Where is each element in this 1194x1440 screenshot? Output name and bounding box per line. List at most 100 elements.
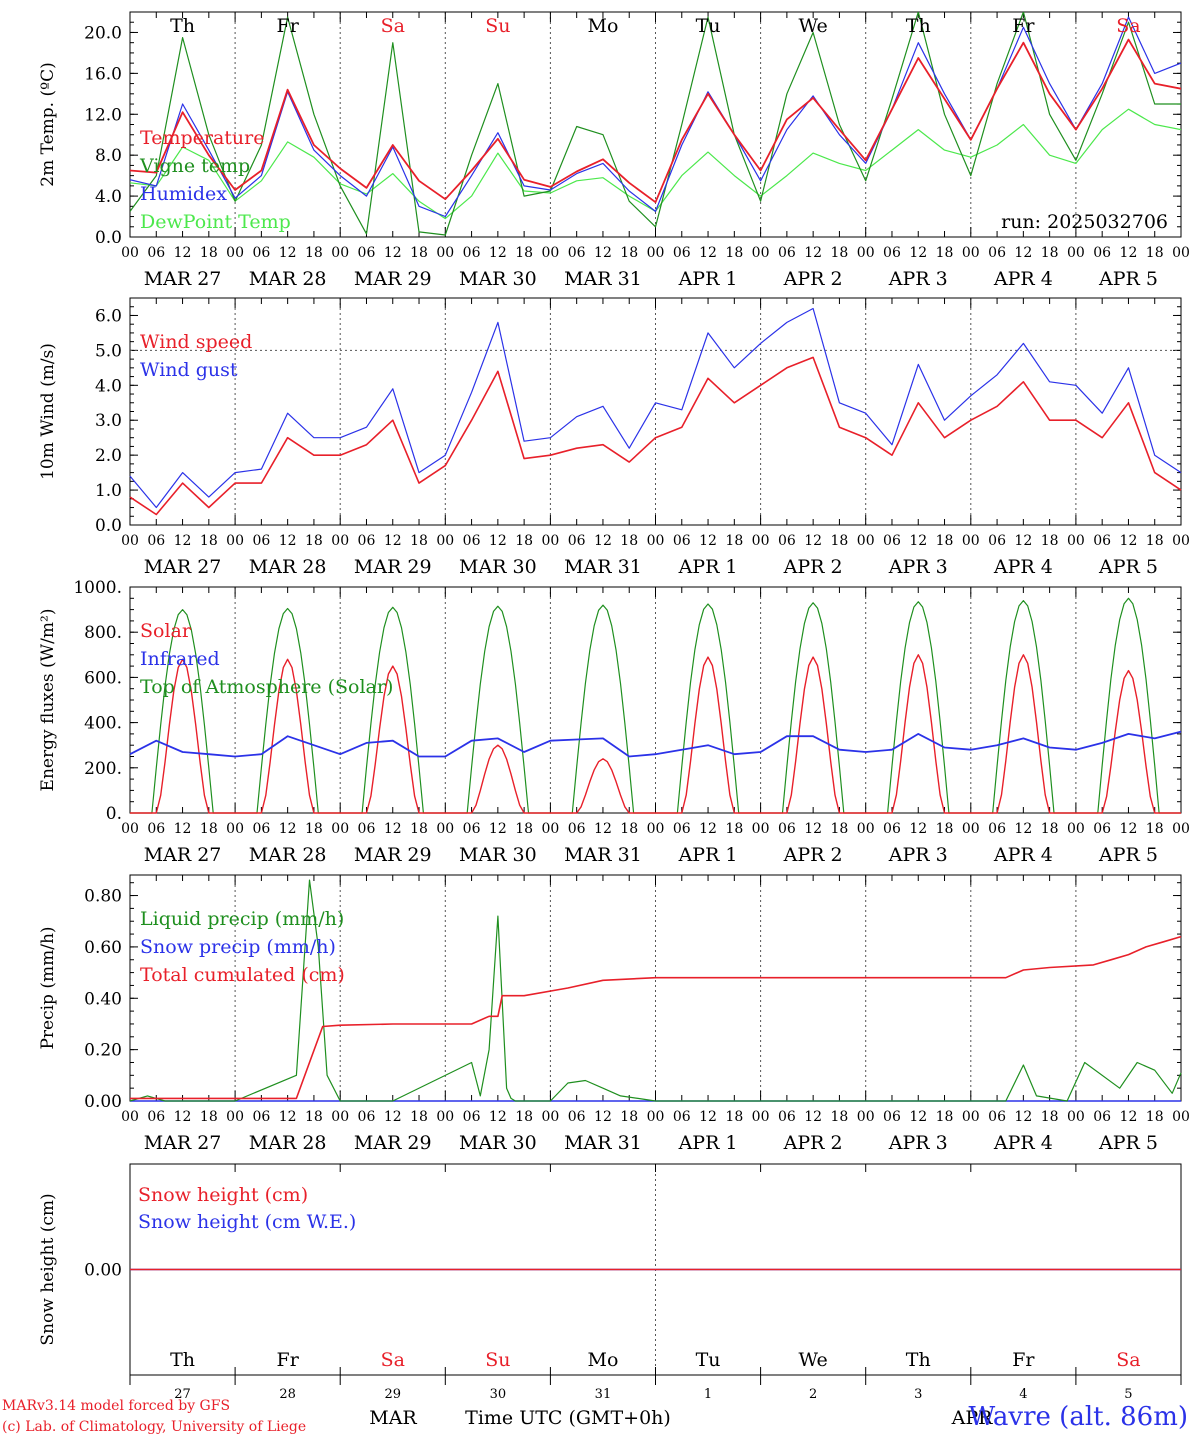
hour-tick-label: 06 [568, 245, 586, 261]
hour-tick-label: 06 [778, 821, 796, 837]
date-label: APR 1 [678, 268, 738, 290]
date-label: MAR 27 [144, 556, 222, 578]
lab-credit-text: (c) Lab. of Climatology, University of L… [2, 1419, 307, 1435]
y-tick-label: 0.0 [95, 516, 122, 536]
hour-tick-label: 00 [226, 245, 244, 261]
hour-tick-label: 12 [174, 1109, 192, 1125]
hour-tick-label: 18 [1146, 1109, 1164, 1125]
hour-tick-label: 06 [358, 245, 376, 261]
y-tick-label: 800. [84, 623, 122, 643]
hour-tick-label: 06 [1093, 245, 1111, 261]
hour-tick-label: 00 [857, 1109, 875, 1125]
y-tick-label: 16.0 [84, 64, 122, 84]
date-label: MAR 28 [249, 556, 327, 578]
hour-tick-label: 18 [305, 1109, 323, 1125]
series-line-total-cumulated [130, 935, 1182, 1100]
y-tick-label: 0.00 [84, 1261, 122, 1281]
hour-tick-label: 12 [1120, 1109, 1138, 1125]
weekday-label: Th [906, 1349, 931, 1371]
hour-tick-label: 06 [252, 533, 270, 549]
hour-tick-label: 18 [305, 821, 323, 837]
hour-tick-label: 06 [1093, 1109, 1111, 1125]
date-label: APR 3 [888, 1132, 948, 1154]
hour-tick-label: 00 [1172, 1109, 1190, 1125]
y-tick-label: 5.0 [95, 341, 122, 361]
hour-tick-label: 18 [725, 245, 743, 261]
y-tick-label: 0.0 [95, 228, 122, 248]
model-credit-text: MARv3.14 model forced by GFS [2, 1398, 231, 1414]
hour-tick-label: 12 [909, 821, 927, 837]
hour-tick-label: 12 [279, 1109, 297, 1125]
hour-tick-label: 06 [147, 821, 165, 837]
hour-tick-label: 06 [252, 1109, 270, 1125]
hour-tick-label: 18 [410, 245, 428, 261]
hour-tick-label: 06 [147, 245, 165, 261]
hour-tick-label: 12 [594, 245, 612, 261]
hour-tick-label: 18 [410, 1109, 428, 1125]
hour-tick-label: 18 [1041, 533, 1059, 549]
legend-entry: Wind speed [140, 331, 252, 353]
hour-tick-label: 06 [1093, 821, 1111, 837]
weekday-label: Sa [1116, 15, 1140, 37]
legend-entry: Wind gust [140, 359, 238, 381]
day-number-label: 1 [704, 1387, 712, 1402]
hour-tick-label: 12 [1014, 821, 1032, 837]
weekday-label: Th [170, 1349, 195, 1371]
hour-tick-label: 06 [673, 533, 691, 549]
hour-tick-label: 00 [541, 1109, 559, 1125]
weekday-label: Tu [696, 1349, 721, 1371]
series-line-wind-gust [129, 307, 1182, 509]
hour-tick-label: 18 [1146, 533, 1164, 549]
hour-tick-label: 06 [673, 821, 691, 837]
date-label: APR 3 [888, 268, 948, 290]
legend-entry: Liquid precip (mm/h) [140, 908, 344, 930]
hour-tick-label: 12 [594, 533, 612, 549]
y-axis-label: 2m Temp. (ºC) [38, 62, 58, 187]
hour-tick-label: 06 [463, 533, 481, 549]
hour-tick-label: 18 [620, 245, 638, 261]
hour-tick-label: 00 [857, 245, 875, 261]
hour-tick-label: 00 [436, 1109, 454, 1125]
date-label: MAR 30 [459, 1132, 537, 1154]
hour-tick-label: 00 [436, 533, 454, 549]
hour-tick-label: 06 [147, 533, 165, 549]
legend-entry: Snow precip (mm/h) [140, 936, 336, 958]
y-axis-label: Precip (mm/h) [38, 926, 58, 1049]
hour-tick-label: 12 [804, 1109, 822, 1125]
hour-tick-label: 00 [752, 533, 770, 549]
legend-entry: DewPoint Temp [140, 211, 291, 233]
hour-tick-label: 12 [909, 1109, 927, 1125]
weekday-label: Sa [381, 1349, 405, 1371]
hour-tick-label: 06 [988, 1109, 1006, 1125]
series-line-humidex [130, 16, 1181, 218]
series-line-liquid-precip [129, 879, 1182, 1102]
hour-tick-label: 12 [804, 245, 822, 261]
hour-tick-label: 00 [1067, 1109, 1085, 1125]
y-tick-label: 20.0 [84, 23, 122, 43]
month-label: APR [951, 1407, 994, 1429]
hour-tick-label: 06 [1093, 533, 1111, 549]
hour-tick-label: 00 [1172, 533, 1190, 549]
series-line-solar [130, 654, 1181, 814]
hour-tick-label: 12 [909, 533, 927, 549]
hour-tick-label: 12 [489, 821, 507, 837]
hour-tick-label: 06 [883, 1109, 901, 1125]
hour-tick-label: 18 [936, 821, 954, 837]
date-label: MAR 31 [564, 268, 642, 290]
date-label: APR 4 [993, 844, 1053, 866]
hour-tick-label: 18 [410, 533, 428, 549]
hour-tick-label: 06 [883, 821, 901, 837]
hour-tick-label: 12 [594, 821, 612, 837]
date-label: MAR 29 [354, 556, 432, 578]
hour-tick-label: 00 [857, 821, 875, 837]
hour-tick-label: 00 [226, 821, 244, 837]
hour-tick-label: 18 [831, 821, 849, 837]
date-label: MAR 30 [459, 844, 537, 866]
weekday-label: We [799, 15, 828, 37]
date-label: APR 1 [678, 844, 738, 866]
y-tick-label: 2.0 [95, 446, 122, 466]
hour-tick-label: 00 [752, 821, 770, 837]
weekday-label: Fr [277, 1349, 300, 1371]
hour-tick-label: 18 [1146, 245, 1164, 261]
hour-tick-label: 18 [1041, 1109, 1059, 1125]
